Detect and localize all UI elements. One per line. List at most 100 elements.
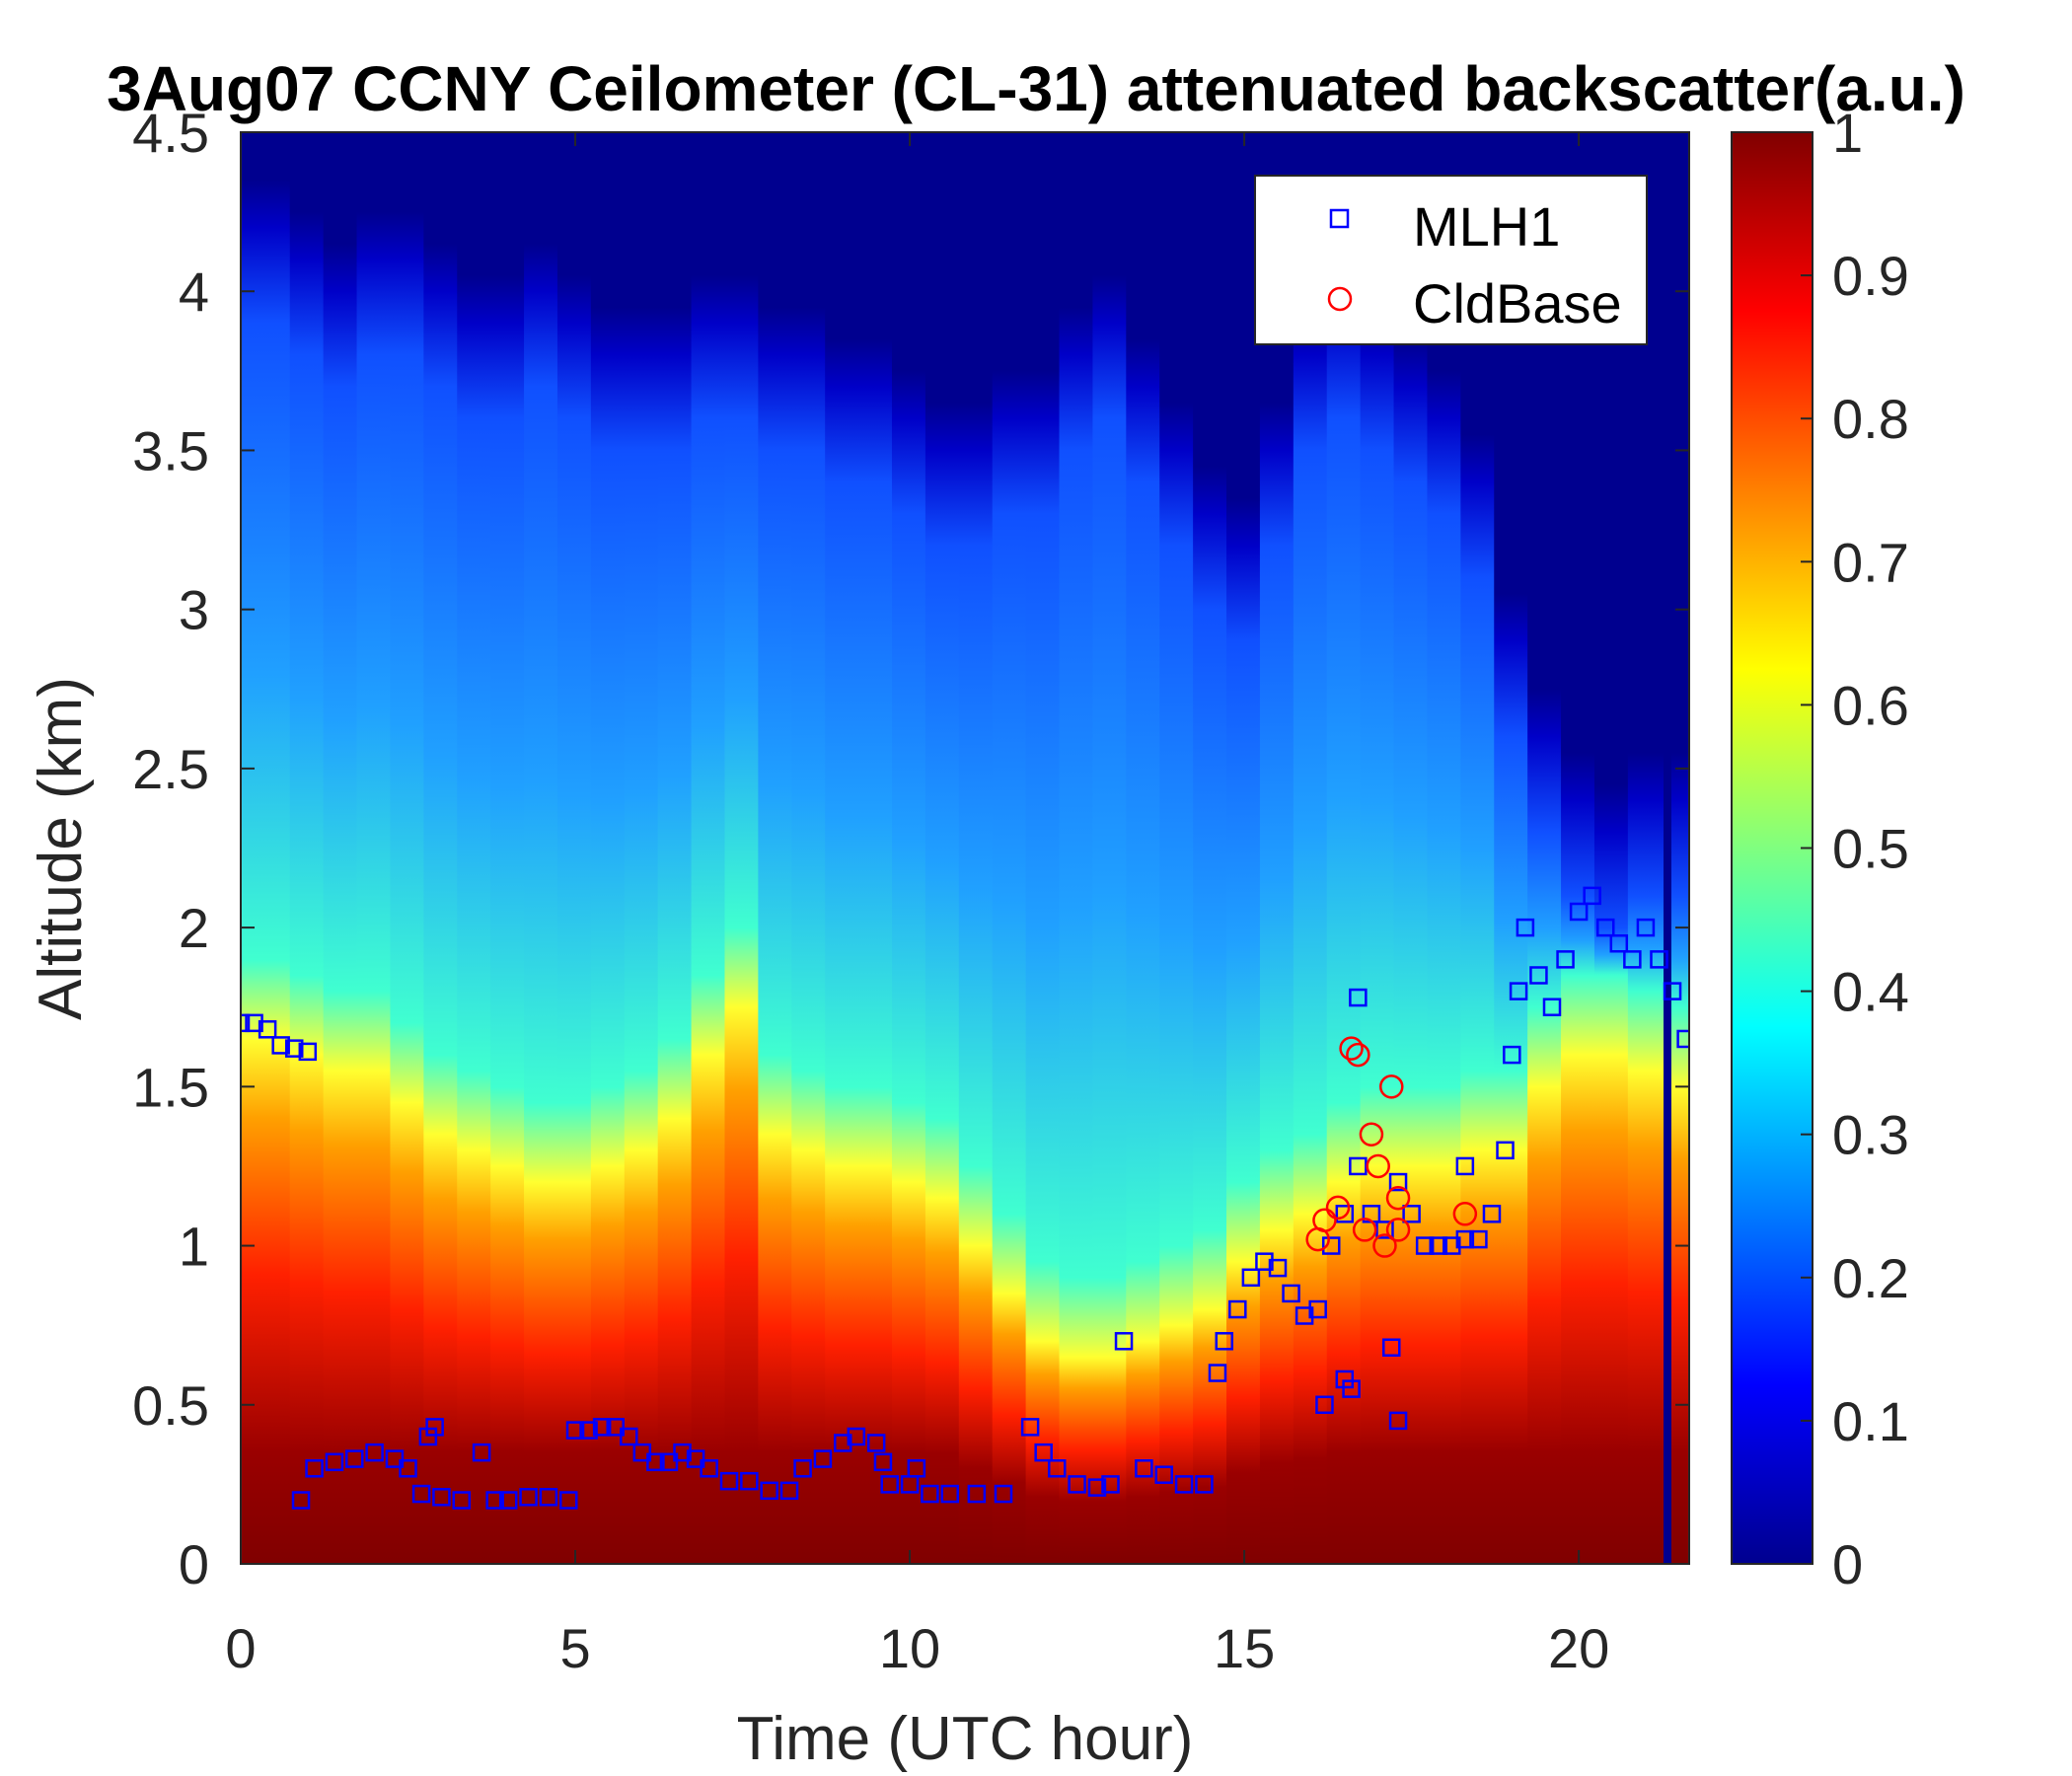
x-tick-label: 15 — [1214, 1617, 1275, 1679]
mlh1-point — [793, 1459, 812, 1478]
x-tick-label: 20 — [1548, 1617, 1609, 1679]
mlh1-point — [1135, 1459, 1153, 1478]
heatmap-band — [1193, 132, 1229, 1564]
y-tick-label: 4 — [179, 260, 209, 323]
mlh1-point — [813, 1449, 833, 1468]
mlh1-point — [873, 1452, 893, 1472]
mlh1-point — [539, 1488, 558, 1507]
cldbase-point — [1372, 1233, 1397, 1258]
legend-cldbase-label: CldBase — [1413, 272, 1622, 334]
heatmap-band — [624, 132, 660, 1564]
heatmap-band — [1159, 132, 1196, 1564]
colorbar-tick-label: 0.7 — [1832, 531, 1909, 593]
mlh1-point — [866, 1434, 886, 1452]
mlh1-point — [940, 1484, 959, 1504]
y-tick-label: 3.5 — [132, 419, 209, 481]
mlh1-point — [1241, 1268, 1261, 1288]
mlh1-point — [1349, 1156, 1368, 1176]
mlh1-point — [472, 1443, 491, 1462]
heatmap-band — [1670, 132, 1689, 1564]
heatmap-band — [323, 132, 359, 1564]
mlh1-point — [1609, 933, 1629, 953]
heatmap-band — [1494, 132, 1530, 1564]
cldbase-point — [1325, 1195, 1351, 1221]
mlh1-point — [498, 1491, 518, 1510]
mlh1-point — [345, 1449, 364, 1468]
colorbar-tick-label: 0.2 — [1832, 1247, 1909, 1309]
x-tick-label: 0 — [225, 1617, 256, 1679]
heatmap-band — [1627, 132, 1664, 1564]
x-axis: 0 5 10 15 20 — [225, 132, 1609, 1679]
mlh1-point — [258, 1020, 277, 1039]
mlh1-point — [994, 1484, 1013, 1504]
heatmap-band — [390, 132, 426, 1564]
mlh1-point — [1047, 1459, 1067, 1478]
mlh1-point — [1663, 982, 1682, 1000]
mlh1-point — [1335, 1205, 1355, 1223]
heatmap-band — [524, 132, 560, 1564]
heatmap-band — [992, 132, 1028, 1564]
heatmap-band — [1360, 132, 1396, 1564]
mlh1-point — [592, 1418, 612, 1437]
heatmap-band — [1092, 132, 1129, 1564]
mlh1-point — [1315, 1395, 1334, 1415]
colorbar-tick-label: 0.1 — [1832, 1390, 1909, 1452]
mlh1-point — [1034, 1443, 1053, 1462]
mlh1-point — [847, 1427, 866, 1446]
cldbase-point — [1312, 1208, 1337, 1233]
mlh1-point — [1676, 1029, 1689, 1049]
mlh1-point — [1455, 1156, 1475, 1176]
heatmap-band — [1226, 132, 1263, 1564]
heatmap-band — [1460, 132, 1497, 1564]
mlh1-point — [967, 1484, 987, 1504]
mlh1-point — [1583, 886, 1601, 906]
heatmap-band — [1126, 132, 1162, 1564]
mlh1-point — [1255, 1252, 1274, 1271]
colorbar-tick-label: 1 — [1832, 102, 1863, 164]
mlh1-point — [305, 1459, 324, 1478]
mlh1-point — [1154, 1465, 1173, 1484]
heatmap-band — [490, 132, 527, 1564]
heatmap-band — [1393, 132, 1430, 1564]
colorbar-tick-label: 0.4 — [1832, 961, 1909, 1023]
mlh1-point — [659, 1452, 679, 1472]
mlh1-point — [425, 1418, 444, 1437]
mlh1-point — [880, 1475, 899, 1494]
mlh1-point — [1215, 1332, 1233, 1351]
x-tick-label: 5 — [559, 1617, 590, 1679]
y-tick-label: 1.5 — [132, 1056, 209, 1118]
mlh1-point — [1114, 1332, 1134, 1351]
colorbar-tick-label: 0.5 — [1832, 818, 1909, 880]
cldbase-point — [1366, 1153, 1390, 1179]
mlh1-point — [1195, 1475, 1214, 1494]
heatmap-band — [1427, 132, 1463, 1564]
mlh1-point — [271, 1036, 290, 1055]
heatmap-band — [891, 132, 928, 1564]
mlh1-point — [1068, 1475, 1086, 1494]
heatmap-band — [1527, 132, 1564, 1564]
mlh1-point — [620, 1427, 638, 1446]
cldbase-point — [1379, 1074, 1404, 1099]
mlh1-point — [1556, 950, 1575, 969]
mlh1-point — [1308, 1299, 1327, 1319]
heatmap-band — [791, 132, 828, 1564]
colorbar-ticks: 0 0.1 0.2 0.3 0.4 0.5 0.6 0.7 0.8 0.9 1 — [1801, 102, 1909, 1595]
mlh1-point — [719, 1471, 739, 1491]
y-tick-label: 4.5 — [132, 102, 209, 164]
x-axis-title: Time (UTC hour) — [737, 1705, 1194, 1773]
mlh1-point — [1509, 982, 1528, 1000]
heatmap-band — [958, 132, 995, 1564]
mlh1-point — [1650, 950, 1668, 969]
y-tick-label: 1 — [179, 1216, 209, 1278]
colorbar-gradient — [1731, 131, 1813, 1565]
mlh1-point — [1402, 1205, 1421, 1223]
mlh1-point — [325, 1452, 344, 1472]
colorbar-tick-label: 0.8 — [1832, 388, 1909, 450]
mlh1-point — [365, 1443, 384, 1462]
mlh1-point — [1101, 1475, 1120, 1494]
heatmap-band — [356, 132, 393, 1564]
mlh1-point — [686, 1449, 705, 1468]
chart-title: 3Aug07 CCNY Ceilometer (CL-31) attenuate… — [107, 53, 1965, 124]
mlh1-point — [921, 1484, 939, 1504]
